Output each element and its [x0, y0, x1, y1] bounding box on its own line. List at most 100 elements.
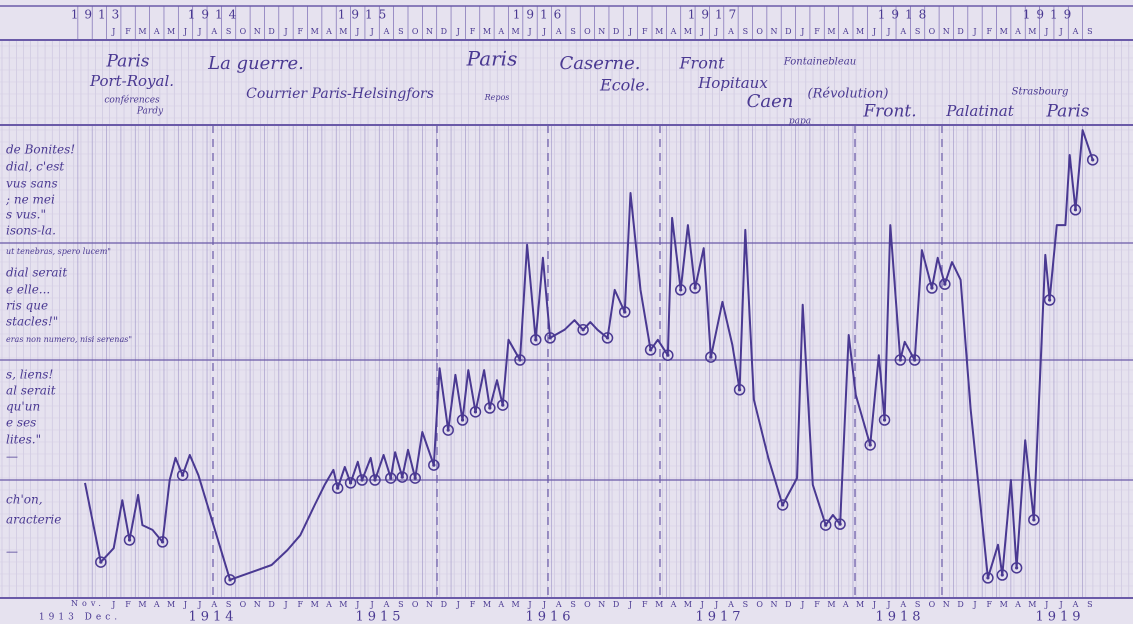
month-letter: J: [1044, 27, 1048, 36]
month-letter: M: [655, 27, 663, 36]
month-letter: A: [842, 600, 849, 609]
month-letter: F: [125, 27, 131, 36]
month-letter: M: [138, 600, 146, 609]
month-letter: S: [570, 600, 575, 609]
month-letter: J: [456, 27, 460, 36]
annotation: Palatinat: [945, 102, 1015, 120]
month-letter: M: [339, 27, 347, 36]
margin-note: isons-la.: [6, 224, 56, 238]
month-letter: M: [856, 600, 864, 609]
month-letter: O: [584, 600, 591, 609]
top-year: 1917: [688, 8, 743, 22]
month-letter: M: [311, 600, 319, 609]
margin-note: e ses: [6, 416, 36, 430]
margin-note: dial serait: [6, 266, 67, 280]
month-letter: S: [743, 27, 748, 36]
month-letter: A: [1072, 27, 1079, 36]
month-letter: M: [138, 27, 146, 36]
top-year: 1919: [1023, 8, 1078, 22]
month-letter: F: [642, 600, 648, 609]
month-letter: J: [355, 600, 359, 609]
month-letter: M: [1000, 600, 1008, 609]
month-letter: J: [886, 27, 890, 36]
month-letter: M: [827, 600, 835, 609]
month-letter: J: [370, 27, 374, 36]
month-letter: O: [929, 600, 936, 609]
point-dot: [336, 487, 339, 490]
month-letter: J: [111, 27, 115, 36]
month-letter: A: [497, 600, 504, 609]
month-letter: M: [856, 27, 864, 36]
annotation: conférences: [104, 95, 160, 106]
month-letter: S: [398, 27, 403, 36]
month-letter: S: [226, 27, 231, 36]
month-letter: N: [598, 27, 605, 36]
point-dot: [99, 560, 102, 563]
month-letter: A: [555, 600, 562, 609]
month-letter: M: [167, 600, 175, 609]
month-letter: N: [771, 27, 778, 36]
month-letter: A: [842, 27, 849, 36]
margin-note: —: [6, 545, 18, 559]
annotation: Paris: [466, 47, 518, 71]
top-year: 1916: [513, 8, 568, 22]
month-letter: N: [598, 600, 605, 609]
month-letter: J: [1059, 27, 1063, 36]
month-letter: M: [827, 27, 835, 36]
month-letter: J: [972, 27, 976, 36]
month-letter: F: [470, 600, 476, 609]
margin-note: qu'un: [6, 400, 40, 414]
month-letter: J: [197, 600, 201, 609]
month-letter: M: [311, 27, 319, 36]
point-dot: [1015, 566, 1018, 569]
point-dot: [781, 503, 784, 506]
point-dot: [414, 476, 417, 479]
month-letter: J: [628, 600, 632, 609]
month-letter: J: [527, 600, 531, 609]
point-dot: [128, 538, 131, 541]
point-dot: [389, 476, 392, 479]
month-letter: A: [1014, 27, 1021, 36]
month-letter: A: [670, 600, 677, 609]
month-letter: F: [298, 27, 304, 36]
month-letter: S: [915, 600, 920, 609]
annotation: Hopitaux: [697, 74, 768, 92]
month-letter: J: [183, 27, 187, 36]
month-letter: M: [339, 600, 347, 609]
point-dot: [360, 478, 363, 481]
top-year: 1914: [188, 8, 243, 22]
point-dot: [824, 524, 827, 527]
month-letter: A: [383, 27, 390, 36]
margin-note: lites.": [6, 433, 41, 447]
month-letter: M: [655, 600, 663, 609]
bottom-label: Nov.: [71, 599, 105, 608]
month-letter: D: [441, 27, 447, 36]
margin-note: aracterie: [6, 513, 61, 527]
point-dot: [474, 410, 477, 413]
month-letter: A: [497, 27, 504, 36]
month-letter: O: [240, 600, 247, 609]
month-letter: J: [972, 600, 976, 609]
month-letter: J: [800, 600, 804, 609]
month-letter: S: [398, 600, 403, 609]
month-letter: A: [1072, 600, 1079, 609]
month-letter: S: [570, 27, 575, 36]
point-dot: [606, 336, 609, 339]
month-letter: J: [111, 600, 115, 609]
month-letter: J: [197, 27, 201, 36]
month-letter: M: [167, 27, 175, 36]
month-letter: F: [814, 27, 820, 36]
point-dot: [943, 283, 946, 286]
point-dot: [930, 286, 933, 289]
month-letter: S: [743, 600, 748, 609]
point-dot: [582, 328, 585, 331]
point-dot: [1091, 158, 1094, 161]
top-year: 1918: [878, 8, 933, 22]
annotation: Caserne.: [560, 53, 641, 74]
point-dot: [447, 428, 450, 431]
month-letter: N: [426, 600, 433, 609]
margin-note: ch'on,: [6, 493, 43, 507]
point-dot: [461, 418, 464, 421]
month-letter: J: [1059, 600, 1063, 609]
point-dot: [373, 478, 376, 481]
